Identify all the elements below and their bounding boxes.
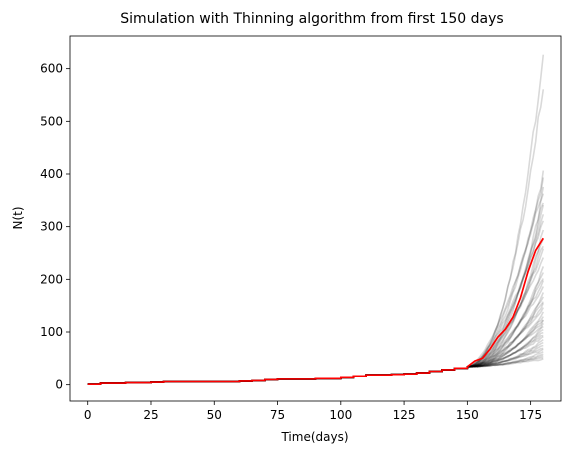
simulation-path bbox=[88, 279, 544, 385]
simulation-path bbox=[88, 320, 544, 384]
y-tick-label: 500 bbox=[40, 114, 63, 128]
simulation-path bbox=[88, 303, 544, 384]
y-axis-label: N(t) bbox=[11, 206, 25, 229]
simulation-path bbox=[88, 89, 544, 384]
x-tick-label: 125 bbox=[393, 408, 416, 422]
simulation-path bbox=[88, 317, 544, 385]
chart-title: Simulation with Thinning algorithm from … bbox=[120, 11, 503, 27]
x-axis-label: Time(days) bbox=[280, 430, 348, 444]
x-tick-label: 75 bbox=[270, 408, 285, 422]
simulation-path bbox=[88, 194, 544, 384]
simulation-lines bbox=[88, 55, 544, 384]
simulation-path bbox=[88, 293, 544, 385]
x-tick-label: 0 bbox=[84, 408, 92, 422]
simulation-path bbox=[88, 326, 544, 384]
simulation-path bbox=[88, 221, 544, 384]
simulation-path bbox=[88, 333, 544, 385]
simulation-path bbox=[88, 302, 544, 384]
simulation-path bbox=[88, 330, 544, 385]
simulation-path bbox=[88, 280, 544, 384]
simulation-path bbox=[88, 320, 544, 384]
x-tick-label: 100 bbox=[329, 408, 352, 422]
simulation-path bbox=[88, 55, 544, 384]
y-axis-ticks: 0 100 200 300 400 500 600 bbox=[40, 62, 70, 392]
y-tick-label: 100 bbox=[40, 325, 63, 339]
simulation-path bbox=[88, 187, 544, 384]
simulation-path bbox=[88, 205, 544, 384]
x-axis-ticks: 0 25 50 75 100 125 150 175 bbox=[84, 401, 542, 422]
x-tick-label: 50 bbox=[207, 408, 222, 422]
simulation-path bbox=[88, 312, 544, 384]
simulation-path bbox=[88, 308, 544, 385]
simulation-path bbox=[88, 171, 544, 385]
x-tick-label: 25 bbox=[143, 408, 158, 422]
y-tick-label: 400 bbox=[40, 167, 63, 181]
simulation-path bbox=[88, 214, 544, 384]
y-tick-label: 0 bbox=[55, 378, 63, 392]
y-tick-label: 200 bbox=[40, 272, 63, 286]
x-tick-label: 175 bbox=[519, 408, 542, 422]
simulation-path bbox=[88, 297, 544, 384]
simulation-path bbox=[88, 286, 544, 384]
observed-line-group bbox=[88, 367, 468, 384]
y-tick-label: 600 bbox=[40, 62, 63, 76]
simulation-path bbox=[88, 336, 544, 385]
y-tick-label: 300 bbox=[40, 220, 63, 234]
simulation-path bbox=[88, 177, 544, 384]
observed-line bbox=[88, 367, 468, 384]
simulation-path bbox=[88, 203, 544, 384]
simulation-path bbox=[88, 323, 544, 384]
x-tick-label: 150 bbox=[456, 408, 479, 422]
